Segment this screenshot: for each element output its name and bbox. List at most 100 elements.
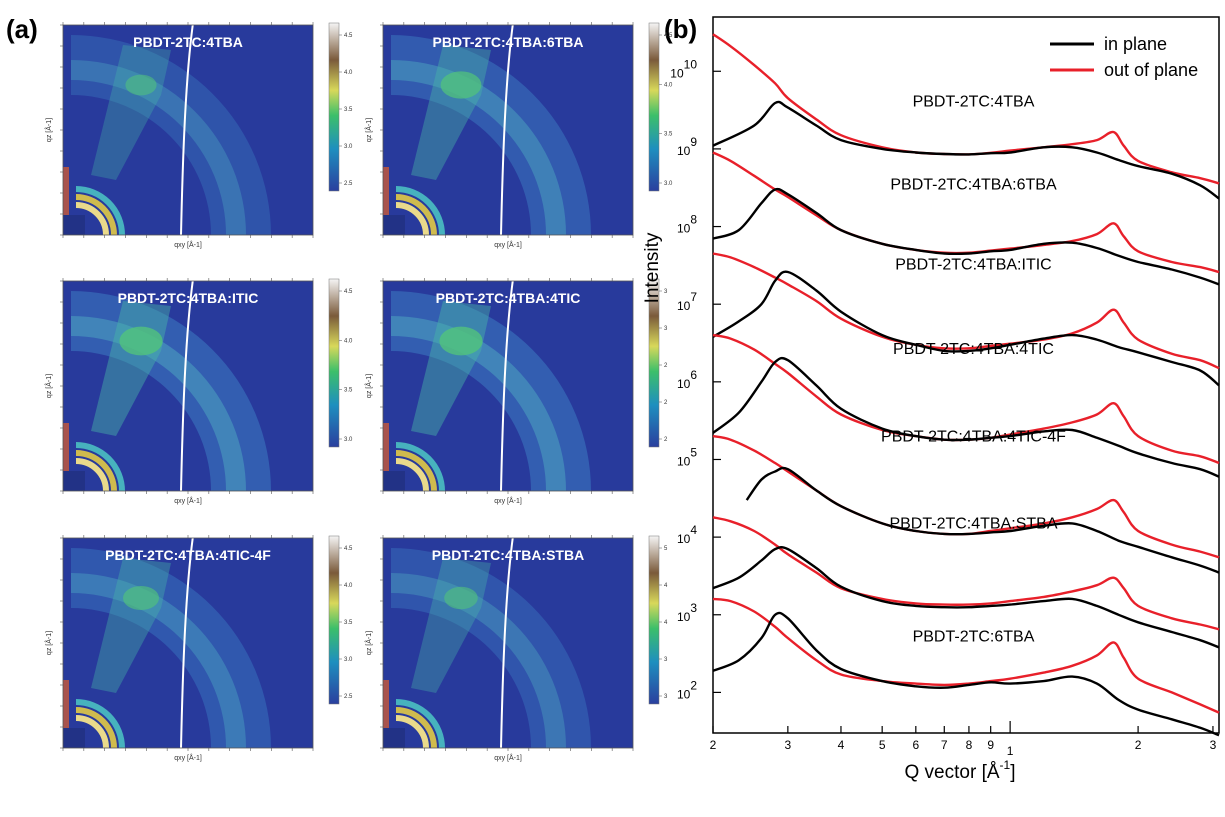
colorbar-tick-label: 2.5 <box>344 181 353 187</box>
colorbar-tick-label: 3.5 <box>344 388 353 394</box>
y-tick-label: 107 <box>677 290 697 313</box>
low-q-arc <box>395 186 445 235</box>
low-q-arc <box>75 194 117 235</box>
beamstop <box>63 471 85 491</box>
beamstop <box>63 728 85 748</box>
scattering-ring <box>391 548 591 748</box>
scattering-ring-core <box>391 60 566 235</box>
curve-labels: PBDT-2TC:4TBA PBDT-2TC:4TBA:6TBA PBDT-2TC:… <box>881 94 1066 646</box>
colorbar-tick-label: 3 <box>664 657 668 663</box>
curve-label: PBDT-2TC:6TBA <box>913 629 1035 646</box>
map-title: PBDT-2TC:4TBA:ITIC <box>118 290 259 306</box>
scattering-ring-core <box>71 316 246 491</box>
x-tick-label: 3 <box>785 738 792 752</box>
cut-line <box>180 25 194 235</box>
low-q-arc <box>395 202 429 235</box>
in-plane-line <box>712 187 1220 286</box>
beamstop <box>383 471 405 491</box>
x-tick-label: 7 <box>941 738 948 752</box>
cut-line <box>500 538 514 748</box>
x-tick-label: 9 <box>987 738 994 752</box>
colorbar <box>328 278 340 448</box>
colorbar-tick-label: 3.0 <box>344 437 353 443</box>
gixd-map: qz [Å-1] qxy [Å-1] PBDT-2TC:4TBA:ITIC 4.5 4.… <box>44 278 353 505</box>
y-axis-label: Intensity <box>642 232 663 303</box>
scattering-ring-core <box>71 60 246 235</box>
lamellar-peak <box>119 326 163 356</box>
y-tick-exponent: 9 <box>690 135 697 149</box>
y-tick-label: 109 <box>677 135 697 158</box>
out-of-plane-line <box>712 597 1220 714</box>
low-q-arc <box>395 715 429 748</box>
qz-axis-label: qz [Å-1] <box>44 631 53 655</box>
low-q-arc <box>75 202 109 235</box>
colorbar-tick-label: 4.5 <box>664 33 673 39</box>
beamstop-streak <box>383 680 389 740</box>
x-tick-label: 8 <box>966 738 973 752</box>
legend-out-of-plane-text: out of plane <box>1104 60 1198 80</box>
in-plane-line <box>712 546 1220 649</box>
y-tick-exponent: 7 <box>690 290 697 304</box>
low-q-arc <box>395 699 445 748</box>
colorbar-tick-label: 3 <box>664 326 668 332</box>
lamellar-peak <box>123 586 159 610</box>
scattering-ring-core <box>71 573 246 748</box>
cut-line <box>180 281 194 491</box>
low-q-arc <box>75 715 109 748</box>
x-tick-label: 2 <box>1135 738 1142 752</box>
y-tick-exponent: 4 <box>690 523 697 537</box>
y-tick-label: 108 <box>677 213 697 236</box>
qz-axis-label: qz [Å-1] <box>44 118 53 142</box>
y-tick-exponent: 2 <box>690 678 697 692</box>
low-q-arc <box>75 442 125 491</box>
beamstop-streak <box>63 680 69 740</box>
qxy-axis-label: qxy [Å-1] <box>174 753 202 762</box>
gixd-map: qz [Å-1] qxy [Å-1] PBDT-2TC:4TBA:4TIC 3 3 2 2 2 <box>364 278 668 505</box>
x-axis-label: Q vector [Å-1] <box>905 758 1016 783</box>
low-q-arc <box>395 194 437 235</box>
gixd-maps: qz [Å-1] qxy [Å-1] PBDT-2TC:4TBA 4.5 4.0 3.5 3… <box>44 22 673 762</box>
sample-curves <box>712 252 1220 387</box>
beamstop-streak <box>63 423 69 483</box>
y-tick-label: 102 <box>677 678 697 701</box>
colorbar-tick-label: 2 <box>664 400 668 406</box>
curve-label: PBDT-2TC:4TBA:6TBA <box>890 177 1057 194</box>
low-q-arc <box>395 450 437 491</box>
gixd-map: qz [Å-1] qxy [Å-1] PBDT-2TC:4TBA:STBA 5 4 4 3 3 <box>364 535 668 762</box>
colorbar-tick-label: 3.0 <box>664 181 673 187</box>
colorbar-tick-label: 4.0 <box>664 82 673 88</box>
low-q-arc <box>75 699 125 748</box>
sample-curves <box>712 597 1220 737</box>
colorbar-tick-label: 4.5 <box>344 33 353 39</box>
colorbar <box>648 535 660 705</box>
lamellar-peak <box>444 586 478 610</box>
curve-label: PBDT-2TC:4TBA:4TIC <box>893 341 1054 358</box>
colorbar-tick-label: 3 <box>664 694 668 700</box>
qz-axis-label: qz [Å-1] <box>364 631 373 655</box>
sample-curves <box>712 333 1220 478</box>
low-q-arc <box>395 707 437 748</box>
colorbar-tick-label: 4.0 <box>344 338 353 344</box>
colorbar-tick-label: 4.0 <box>344 70 353 76</box>
colorbar <box>648 22 660 192</box>
x-tick-label: 1 <box>1007 744 1014 758</box>
colorbar-tick-label: 3.0 <box>344 144 353 150</box>
y-tick-label: 106 <box>677 368 697 391</box>
low-q-arc <box>75 707 117 748</box>
cut-line <box>180 538 194 748</box>
curve-label: PBDT-2TC:4TBA:4TIC-4F <box>881 429 1066 446</box>
x-tick-label: 5 <box>879 738 886 752</box>
y-tick-label: 104 <box>677 523 697 546</box>
curve-label: PBDT-2TC:4TBA:STBA <box>889 515 1057 532</box>
colorbar-tick-label: 4 <box>664 620 668 626</box>
map-title: PBDT-2TC:4TBA:STBA <box>432 547 584 563</box>
cut-line <box>500 25 514 235</box>
scattering-ring-core <box>391 573 566 748</box>
colorbar <box>328 535 340 705</box>
curve-label: PBDT-2TC:4TBA:ITIC <box>895 256 1051 273</box>
colorbar-tick-label: 3.0 <box>344 657 353 663</box>
beamstop <box>383 215 405 235</box>
qxy-axis-label: qxy [Å-1] <box>494 753 522 762</box>
y-tick-label: 103 <box>677 601 697 624</box>
